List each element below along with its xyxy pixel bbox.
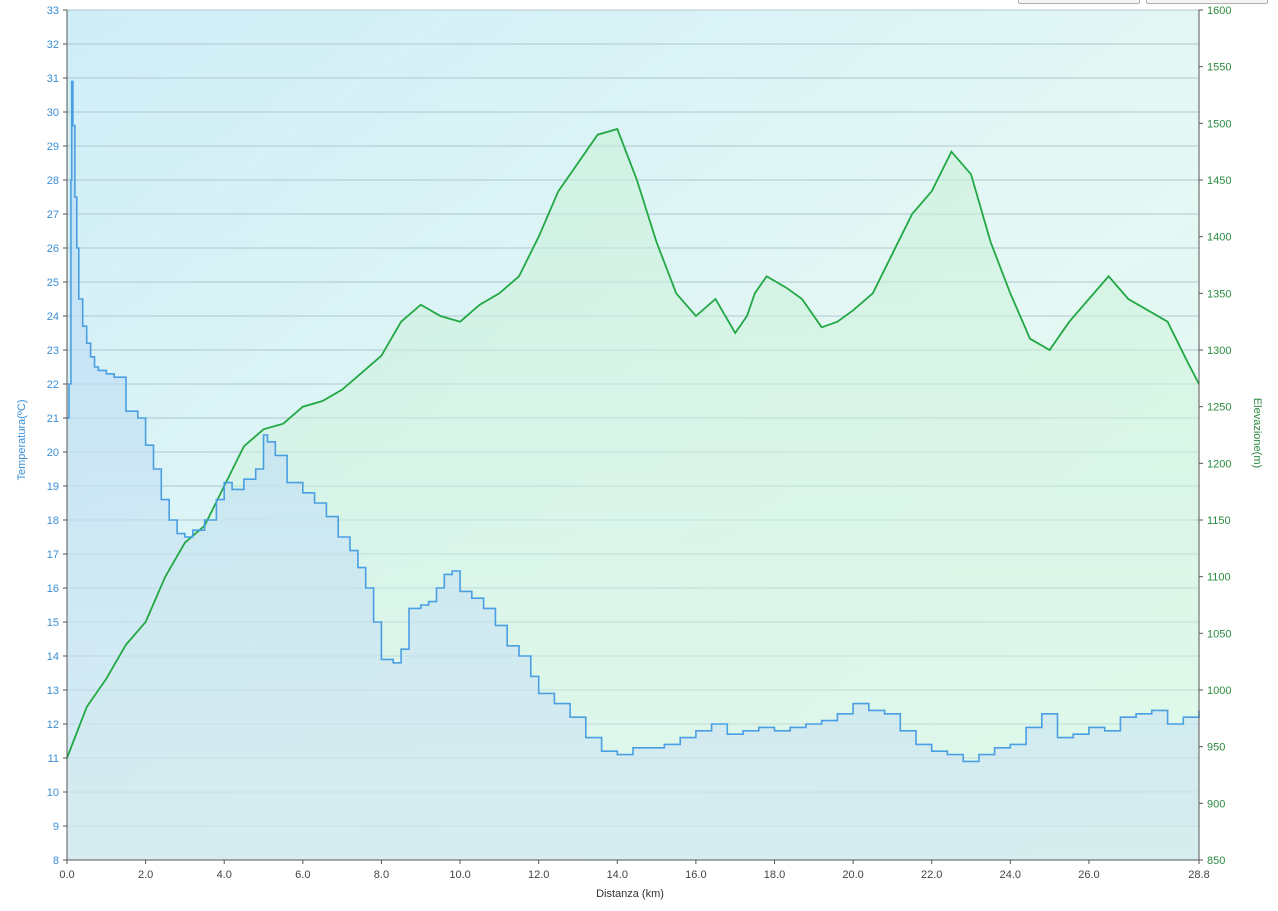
tick-label-left: 12 — [47, 719, 59, 731]
tick-label-left: 13 — [47, 685, 59, 697]
tick-label-right: 1050 — [1207, 628, 1231, 640]
tick-label-left: 20 — [47, 447, 59, 459]
x-ticks: 0.0 2.0 4.0 6.0 8.0 10.0 12.0 14.0 16.0 18.0 20.0 2… — [59, 860, 1210, 881]
tick-label-right: 850 — [1207, 855, 1225, 867]
tick-label-x: 10.0 — [449, 869, 470, 881]
tick-label-left: 24 — [47, 311, 59, 323]
tick-label-left: 31 — [47, 73, 59, 85]
tick-label-right: 950 — [1207, 742, 1225, 754]
tick-label-left: 17 — [47, 549, 59, 561]
tick-label-left: 21 — [47, 413, 59, 425]
tick-label-right: 1350 — [1207, 288, 1231, 300]
tick-label-left: 8 — [53, 855, 59, 867]
tick-label-left: 22 — [47, 379, 59, 391]
tick-label-left: 19 — [47, 481, 59, 493]
tick-label-right: 1000 — [1207, 685, 1231, 697]
tick-label-left: 14 — [47, 651, 59, 663]
y-ticks-right: 850 900 950 1000 1050 1100 1150 1200 1250 1300 135… — [1199, 5, 1231, 867]
tick-label-x: 18.0 — [764, 869, 785, 881]
tick-label-x: 8.0 — [374, 869, 389, 881]
tick-label-left: 32 — [47, 39, 59, 51]
y-ticks-left: 8 9 10 11 12 13 14 15 16 17 18 19 20 21 22 23 24 25 26 27 28… — [47, 5, 67, 867]
tick-label-left: 27 — [47, 209, 59, 221]
toolbar-button-1[interactable] — [1018, 0, 1140, 4]
temperature-area — [67, 81, 1199, 860]
tick-label-x: 24.0 — [1000, 869, 1021, 881]
tick-label-left: 11 — [48, 753, 59, 765]
tick-label-right: 1500 — [1207, 118, 1231, 130]
series-line-elevazione — [66, 127, 1200, 759]
tick-label-x: 20.0 — [842, 869, 863, 881]
tick-label-x: 22.0 — [921, 869, 942, 881]
tick-label-left: 30 — [47, 107, 59, 119]
tick-label-left: 25 — [47, 277, 59, 289]
series-line-temperatura — [67, 80, 1200, 763]
tick-label-x: 28.8 — [1188, 869, 1209, 881]
tick-label-right: 1400 — [1207, 232, 1231, 244]
tick-label-right: 1450 — [1207, 175, 1231, 187]
tick-label-left: 16 — [47, 583, 59, 595]
x-axis-title: Distanza (km) — [596, 888, 664, 900]
right-axis-title: Elevazione(m) — [1251, 398, 1263, 468]
tick-label-left: 10 — [47, 787, 59, 799]
tick-label-x: 6.0 — [295, 869, 310, 881]
tick-label-x: 26.0 — [1078, 869, 1099, 881]
tick-label-right: 1200 — [1207, 458, 1231, 470]
tick-label-left: 18 — [47, 515, 59, 527]
tick-label-right: 1300 — [1207, 345, 1231, 357]
left-axis-title: Temperatura(ºC) — [16, 399, 28, 480]
tick-label-right: 900 — [1207, 798, 1225, 810]
tick-label-right: 1600 — [1207, 5, 1231, 17]
tick-label-x: 12.0 — [528, 869, 549, 881]
tick-label-x: 4.0 — [217, 869, 232, 881]
tick-label-left: 9 — [53, 821, 59, 833]
tick-label-left: 15 — [47, 617, 59, 629]
tick-label-left: 23 — [47, 345, 59, 357]
tick-label-x: 14.0 — [607, 869, 628, 881]
tick-label-right: 1250 — [1207, 402, 1231, 414]
tick-label-left: 33 — [47, 5, 59, 17]
tick-label-left: 29 — [47, 141, 59, 153]
toolbar-button-2[interactable] — [1146, 0, 1268, 4]
tick-label-right: 1150 — [1207, 515, 1231, 527]
tick-label-left: 28 — [47, 175, 59, 187]
tick-label-right: 1100 — [1207, 572, 1231, 584]
tick-label-x: 2.0 — [138, 869, 153, 881]
tick-label-x: 0.0 — [59, 869, 74, 881]
tick-label-x: 16.0 — [685, 869, 706, 881]
tick-label-right: 1550 — [1207, 62, 1231, 74]
tick-label-left: 26 — [47, 243, 59, 255]
